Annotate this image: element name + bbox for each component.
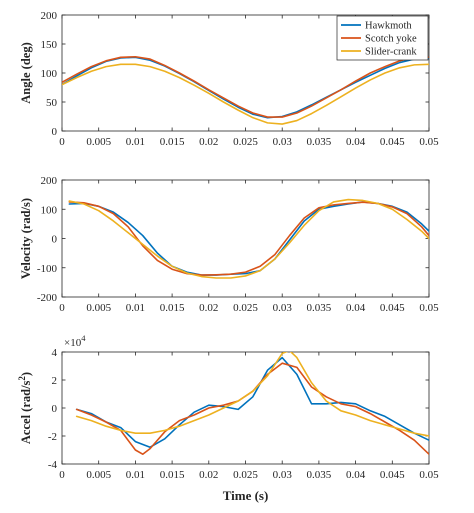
x-tick-label: 0.015 — [160, 302, 185, 314]
legend-entry: Hawkmoth — [341, 21, 412, 32]
x-tick-label: 0.035 — [307, 469, 332, 481]
x-tick-label: 0.005 — [86, 136, 111, 148]
x-tick-label: 0.025 — [233, 302, 258, 314]
y-tick-label: -4 — [48, 459, 58, 471]
legend-label: Hawkmoth — [365, 21, 412, 32]
y-tick-label: 4 — [52, 347, 58, 359]
x-tick-label: 0.035 — [307, 136, 332, 148]
x-tick-label: 0.01 — [126, 469, 145, 481]
legend-label: Slider-crank — [365, 47, 417, 58]
chart-panel-1: 0 0.005 0.01 0.015 0.02 0.025 0.03 0.035 0.04 0.0… — [19, 10, 439, 148]
y-tick-label: 0 — [52, 403, 58, 415]
y-tick-label: 2 — [52, 375, 58, 387]
y-tick-label: 150 — [41, 39, 58, 51]
plot-area — [61, 351, 430, 465]
y-exponent-power: 4 — [81, 333, 86, 343]
x-tick-label: 0.05 — [419, 302, 439, 314]
x-tick-label: 0 — [59, 136, 65, 148]
x-tick-label: 0.025 — [233, 136, 258, 148]
series-line-scotch-yoke — [62, 55, 429, 118]
x-tick-label: 0.02 — [199, 302, 218, 314]
x-tick-label: 0.01 — [126, 136, 145, 148]
chart-panel-3: 0 0.005 0.01 0.015 0.02 0.025 0.03 0.035 0.04 0.0… — [17, 333, 439, 503]
x-tick-label: 0.04 — [346, 136, 366, 148]
x-tick-label: 0.05 — [419, 469, 439, 481]
y-tick-label: 200 — [41, 10, 58, 22]
y-tick-label: -2 — [48, 431, 57, 443]
x-tick-label: 0.05 — [419, 136, 439, 148]
y-axis-label-text: Accel (rad/s — [19, 380, 33, 444]
y-axis-label-superscript: 2 — [17, 376, 27, 381]
x-tick-label: 0.015 — [160, 136, 185, 148]
y-tick-label: 50 — [46, 97, 58, 109]
x-tick-label: 0.01 — [126, 302, 145, 314]
y-exponent-label: ×104 — [64, 333, 86, 349]
x-axis-label: Time (s) — [223, 488, 269, 503]
plot-area — [61, 179, 430, 298]
series-line-slider-crank — [62, 63, 429, 125]
series-line-hawkmoth — [75, 356, 429, 449]
x-tick-label: 0.005 — [86, 302, 111, 314]
legend: Hawkmoth Scotch yoke Slider-crank — [336, 15, 429, 61]
y-axis-label: Accel (rad/s2) — [17, 372, 33, 444]
chart-panels: 0 0.005 0.01 0.015 0.02 0.025 0.03 0.035 0.04 0.0… — [17, 10, 439, 503]
x-tick-label: 0.035 — [307, 302, 332, 314]
y-exponent-base: ×10 — [64, 337, 82, 349]
x-tick-label: 0.025 — [233, 469, 258, 481]
y-axis-label: Velocity (rad/s) — [19, 198, 33, 279]
chart-panel-2: 0 0.005 0.01 0.015 0.02 0.025 0.03 0.035 0.04 0.0… — [19, 175, 439, 314]
series-line-slider-crank — [68, 198, 429, 279]
y-tick-label: 100 — [41, 204, 58, 216]
x-tick-label: 0.03 — [273, 302, 293, 314]
x-tick-label: 0.02 — [199, 469, 218, 481]
x-tick-label: 0.02 — [199, 136, 218, 148]
legend-entry: Scotch yoke — [341, 34, 417, 45]
y-tick-label: 100 — [41, 68, 58, 80]
y-tick-label: -200 — [37, 292, 58, 304]
legend-entry: Slider-crank — [341, 47, 417, 58]
y-tick-label: 200 — [41, 175, 58, 187]
x-tick-label: 0.03 — [273, 469, 293, 481]
x-tick-label: 0.045 — [380, 136, 405, 148]
y-axis-label-text: Angle (deg) — [19, 42, 33, 103]
x-tick-label: 0.045 — [380, 469, 405, 481]
x-tick-label: 0.03 — [273, 136, 293, 148]
x-tick-label: 0.04 — [346, 302, 366, 314]
series-line-slider-crank — [75, 352, 429, 437]
x-tick-label: 0.005 — [86, 469, 111, 481]
y-axis-label: Angle (deg) — [19, 42, 33, 103]
y-axis-label-end: ) — [19, 372, 33, 376]
y-axis-label-text: Velocity (rad/s) — [19, 198, 33, 279]
x-tick-label: 0 — [59, 469, 65, 481]
y-tick-label: 0 — [52, 234, 58, 246]
legend-label: Scotch yoke — [365, 34, 417, 45]
y-tick-label: 0 — [52, 126, 58, 138]
x-tick-label: 0 — [59, 302, 65, 314]
y-tick-label: -100 — [37, 263, 58, 275]
x-tick-label: 0.015 — [160, 469, 185, 481]
x-tick-label: 0.04 — [346, 469, 366, 481]
x-tick-label: 0.045 — [380, 302, 405, 314]
